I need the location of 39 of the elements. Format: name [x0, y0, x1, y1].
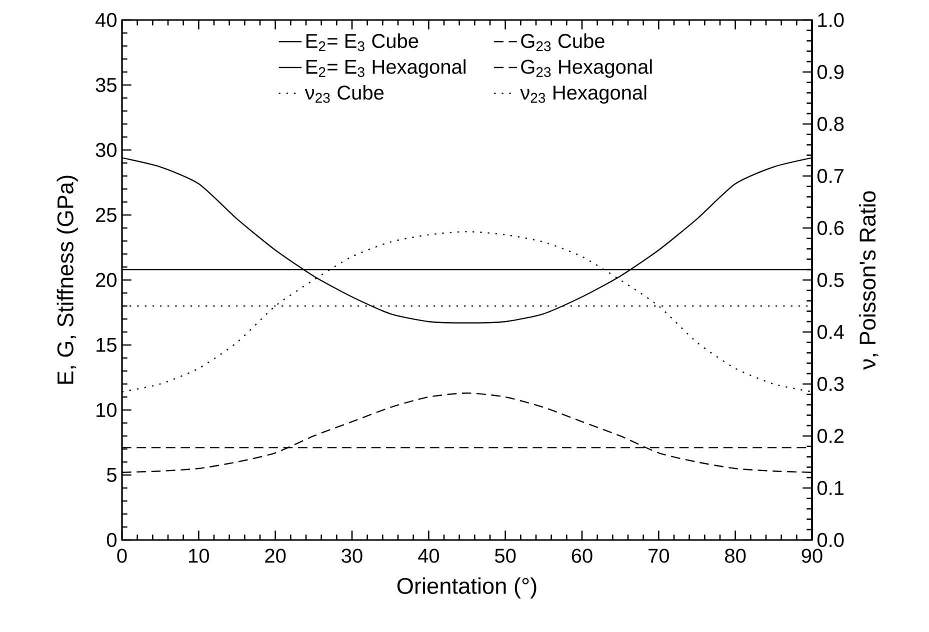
y2-tick-label: 0.3	[817, 376, 844, 392]
legend-label: G$_{23}$ Hexagonal	[521, 59, 652, 78]
x-tick-label: 40	[418, 548, 439, 563]
y2-tick-label: 0.4	[817, 324, 844, 340]
y2-tick-label: 0.1	[817, 480, 844, 496]
y2-axis-title: ν, Poisson's Ratio	[859, 191, 878, 370]
y2-tick-label: 0.8	[817, 116, 844, 132]
y2-tick-label: 0.2	[817, 428, 844, 444]
x-tick-label: 10	[189, 548, 209, 563]
y2-tick-label: 0.5	[817, 272, 844, 288]
legend-label: ν$_{23}$ Hexagonal	[520, 85, 646, 104]
y-tick-label: 35	[96, 78, 116, 92]
y2-tick-label: 1.0	[818, 12, 844, 28]
y-tick-label: 5	[106, 468, 116, 482]
x-tick-label: 90	[802, 548, 822, 563]
x-tick-label: 0	[117, 548, 127, 563]
x-tick-label: 50	[495, 548, 516, 563]
legend-label: E$_{2}$= E$_{3}$ Hexagonal	[306, 59, 466, 78]
y2-tick-label: 0.7	[817, 168, 844, 184]
y-tick-label: 0	[106, 532, 117, 548]
y2-tick-label: 0.9	[817, 64, 844, 80]
x-tick-label: 80	[725, 548, 746, 563]
x-tick-label: 30	[342, 548, 362, 563]
y-tick-label: 20	[96, 272, 116, 288]
y2-tick-label: 0.0	[817, 532, 844, 548]
legend-label: E$_{2}$= E$_{3}$ Cube	[306, 33, 418, 52]
y-axis-title: E, G, Stiffness (GPa)	[56, 176, 78, 384]
y-tick-label: 25	[96, 208, 116, 222]
y-tick-label: 10	[96, 402, 116, 418]
x-tick-label: 60	[572, 548, 592, 563]
y-tick-label: 30	[96, 142, 116, 158]
x-tick-label: 20	[265, 548, 286, 563]
y-tick-label: 40	[96, 12, 116, 28]
legend-label: ν$_{23}$ Cube	[304, 85, 384, 103]
x-axis-title: Orientation (°)	[397, 577, 536, 598]
y2-tick-label: 0.6	[817, 220, 844, 236]
legend-label: G$_{23}$ Cube	[521, 33, 604, 52]
y-tick-label: 15	[96, 338, 116, 352]
x-tick-label: 70	[648, 548, 669, 563]
